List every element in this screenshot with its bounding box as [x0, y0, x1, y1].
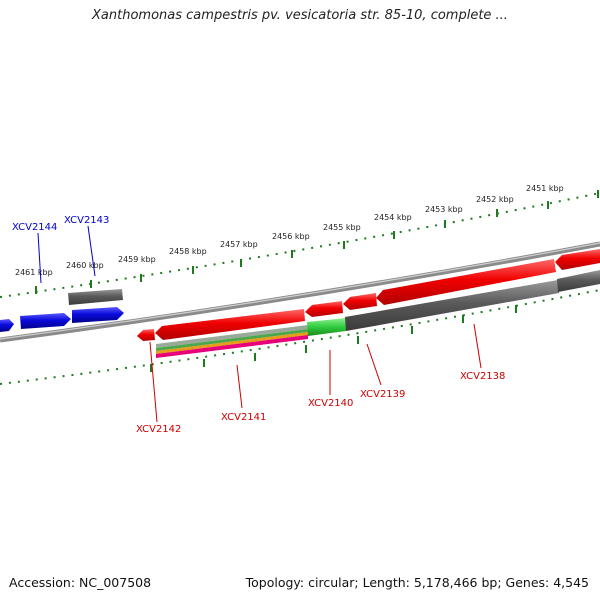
gene-labels-bottom[interactable]: XCV2142 XCV2141 XCV2140 XCV2139 XCV2138 [136, 371, 505, 435]
feature-bar-gray[interactable] [156, 325, 308, 348]
tick-label: 2458 kbp [169, 247, 207, 256]
tick-labels: 2461 kbp 2460 kbp 2459 kbp 2458 kbp 2457… [15, 184, 564, 277]
leader-line [473, 323, 482, 369]
genome-backbone [0, 241, 600, 343]
feature-bar-orange[interactable] [156, 332, 308, 354]
pseudogene-block[interactable] [68, 289, 123, 305]
gene-labels-top[interactable]: XCV2144 XCV2143 [12, 215, 109, 233]
accession-label: Accession: NC_007508 [9, 575, 152, 590]
label-leaders [37, 225, 482, 423]
tick-label: 2452 kbp [476, 195, 514, 204]
tick-label: 2455 kbp [323, 223, 361, 232]
gene-arrow-forward[interactable] [0, 319, 14, 332]
leader-line [236, 364, 243, 409]
gene-label: XCV2144 [12, 222, 57, 233]
upper-scale-track [0, 192, 600, 298]
leader-line [149, 341, 158, 423]
gene-arrow-reverse[interactable] [376, 259, 556, 305]
genome-summary: Topology: circular; Length: 5,178,466 bp… [245, 575, 589, 590]
tick-label: 2459 kbp [118, 255, 156, 264]
tick-label: 2457 kbp [220, 240, 258, 249]
gene-arrow-reverse[interactable] [155, 309, 305, 340]
gene-label: XCV2138 [460, 371, 505, 382]
leader-line [37, 232, 42, 284]
gene-label: XCV2140 [308, 398, 353, 409]
gene-arrow-forward[interactable] [72, 307, 124, 323]
tick-label: 2454 kbp [374, 213, 412, 222]
tick-label: 2460 kbp [66, 261, 104, 270]
feature-tracks[interactable] [156, 270, 600, 358]
feature-bar-green[interactable] [156, 329, 308, 351]
tick-label: 2453 kbp [425, 205, 463, 214]
gene-label: XCV2139 [360, 389, 405, 400]
feature-bar-pink[interactable] [156, 335, 308, 358]
leader-line [87, 225, 96, 277]
gene-label: XCV2143 [64, 215, 109, 226]
gene-label: XCV2142 [136, 424, 181, 435]
leader-line [366, 343, 382, 386]
feature-block-green[interactable] [307, 318, 346, 336]
forward-genes[interactable] [0, 289, 124, 332]
feature-block-gray[interactable] [345, 280, 559, 331]
gene-arrow-forward[interactable] [20, 313, 71, 329]
map-title: Xanthomonas campestris pv. vesicatoria s… [92, 8, 508, 23]
tick-label: 2461 kbp [15, 268, 53, 277]
gene-label: XCV2141 [221, 412, 266, 423]
upper-ticks [35, 190, 599, 294]
feature-block-gray[interactable] [557, 270, 600, 292]
tick-label: 2456 kbp [272, 232, 310, 241]
lower-ticks [150, 305, 517, 372]
genome-backbone-highlight [0, 242, 600, 340]
gene-arrow-reverse[interactable] [305, 301, 343, 317]
reverse-genes[interactable] [137, 249, 600, 341]
gene-arrow-reverse[interactable] [555, 249, 600, 270]
gene-arrow-reverse[interactable] [343, 293, 377, 310]
gene-arrow-reverse[interactable] [137, 329, 155, 341]
tick-label: 2451 kbp [526, 184, 564, 193]
